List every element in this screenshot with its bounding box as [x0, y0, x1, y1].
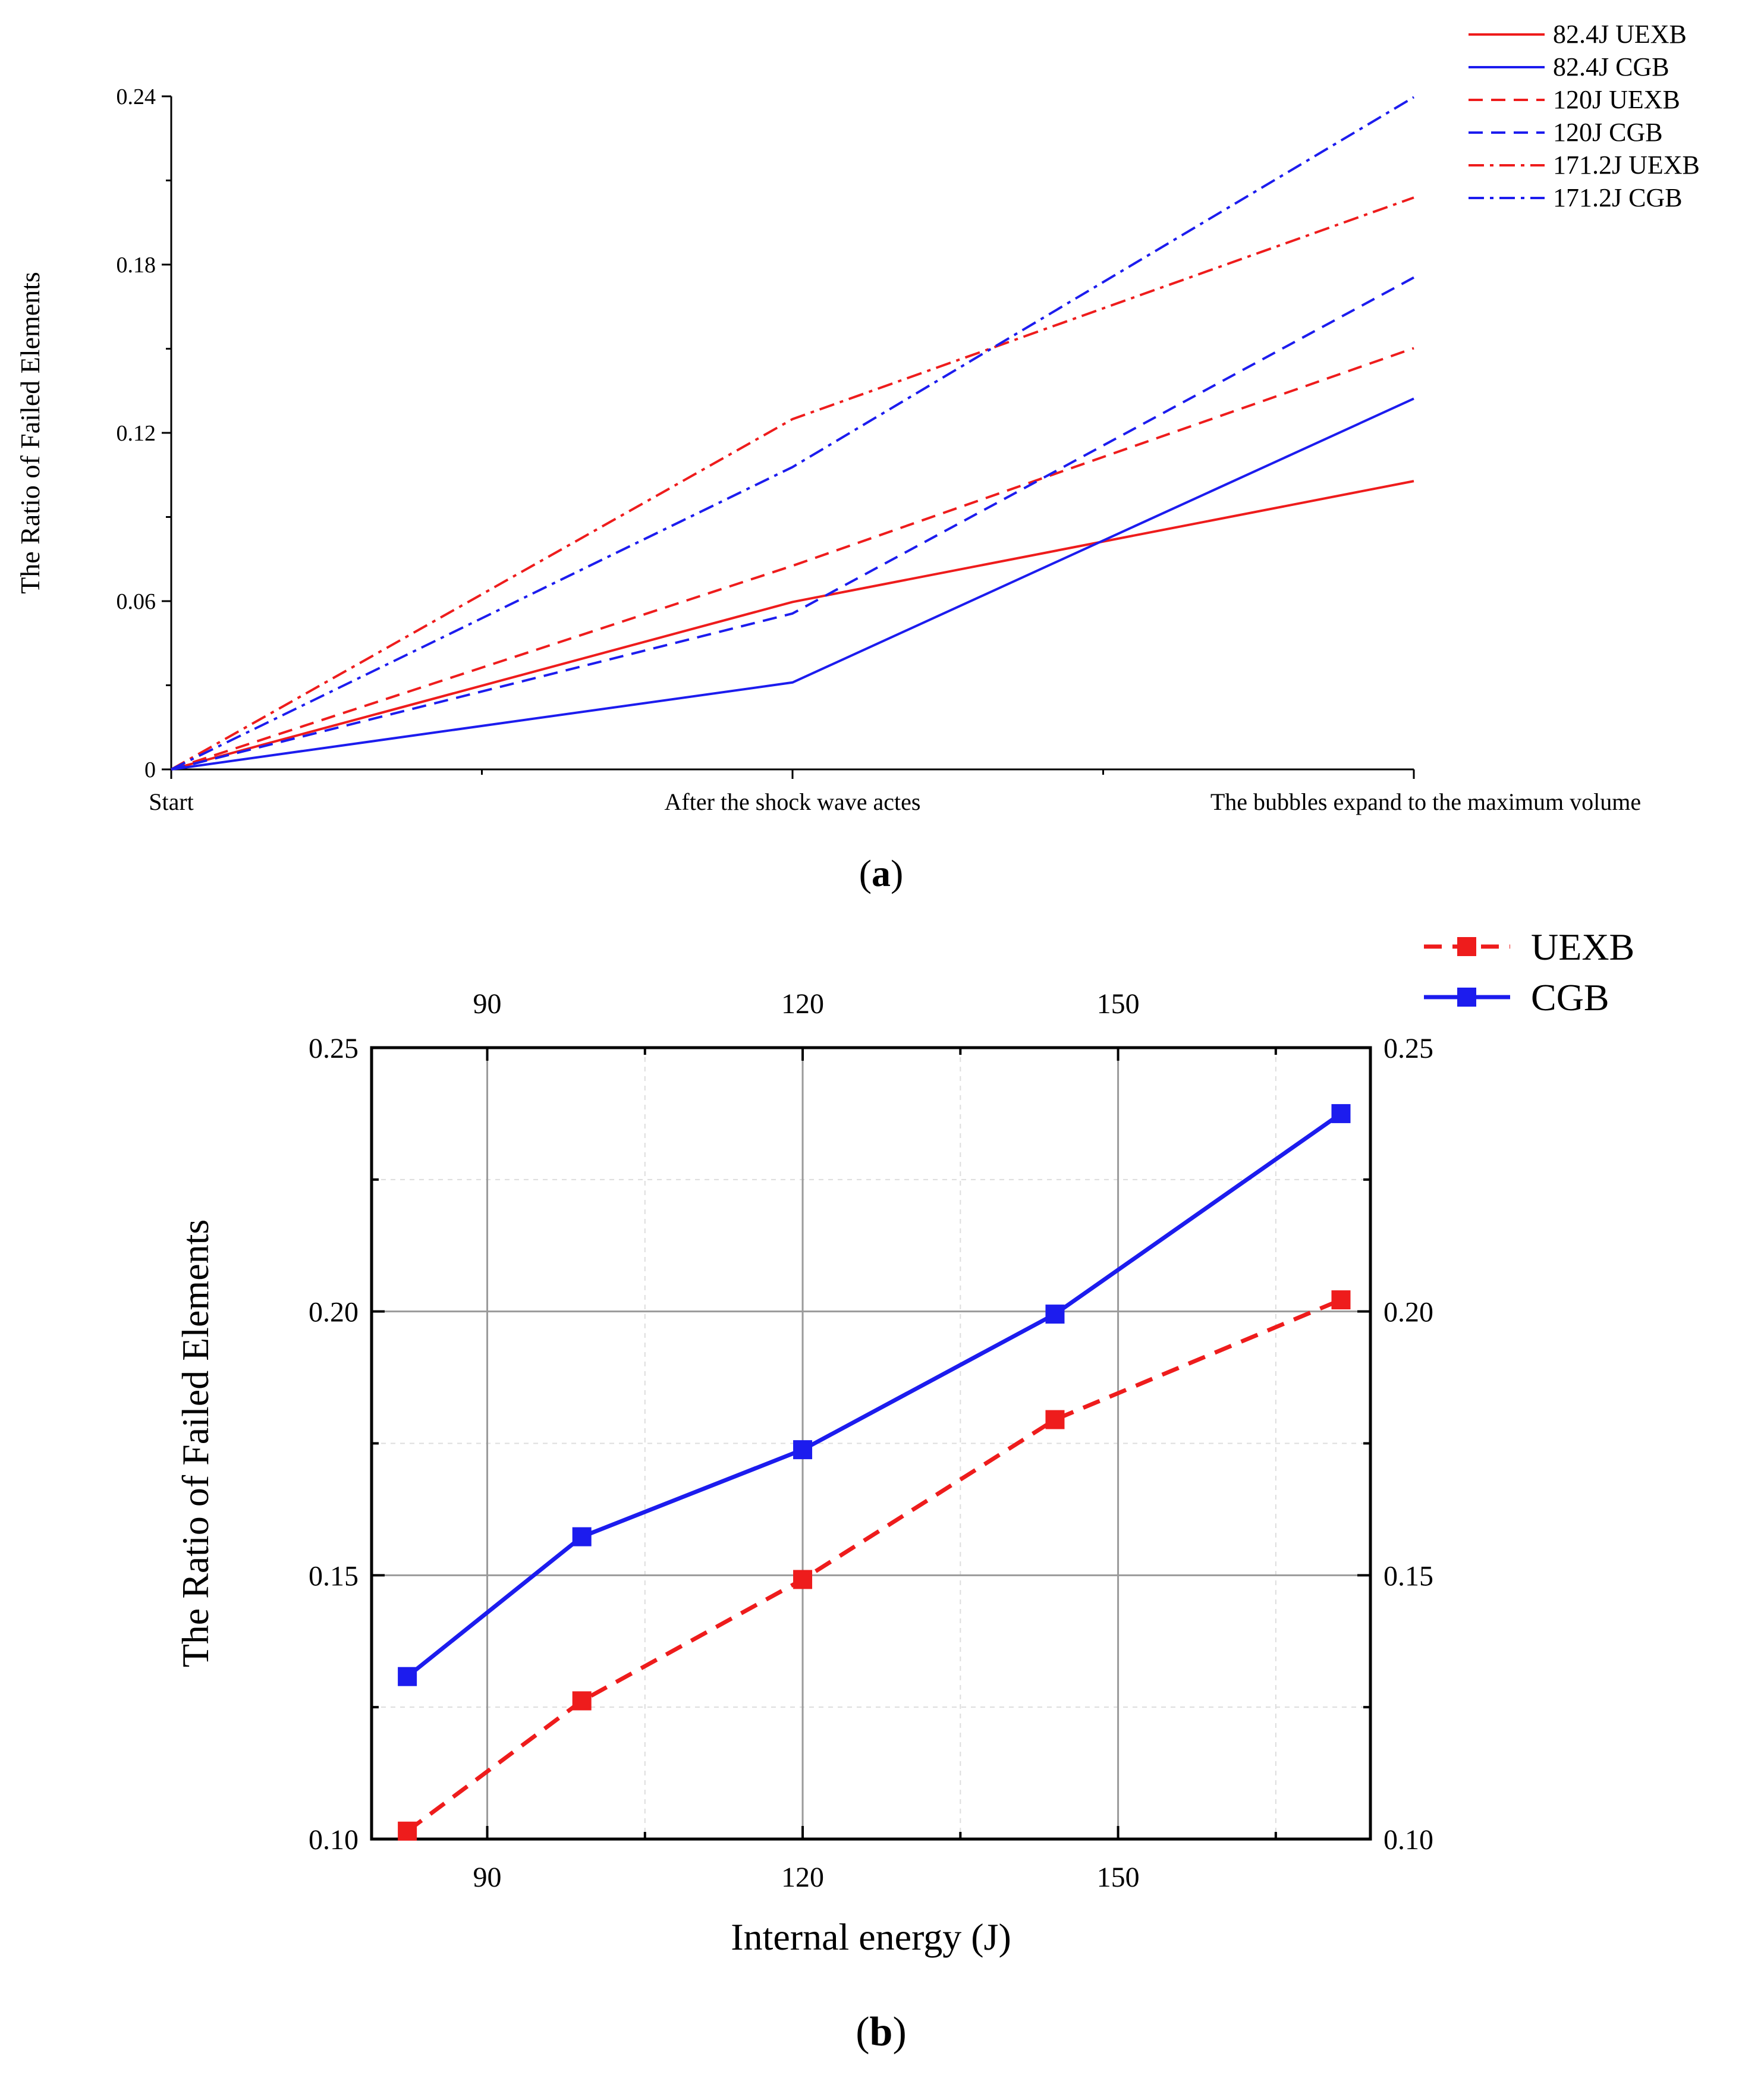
panel-label-letter: b [870, 2009, 893, 2055]
y-tick-label: 0 [144, 758, 156, 782]
panel-label-close: ) [891, 852, 903, 894]
x-tick-label-top: 90 [473, 988, 502, 1020]
series-line [171, 397, 1414, 771]
panel-label-open: ( [859, 852, 872, 894]
legend-label: 171.2J UEXB [1553, 150, 1700, 180]
panel-label-close: ) [892, 2009, 906, 2055]
series-line [171, 347, 1414, 771]
data-point-marker [572, 1691, 592, 1711]
legend-label: CGB [1531, 976, 1609, 1019]
x-tick-label-bottom: 120 [781, 1862, 824, 1893]
x-tick-label-top: 120 [781, 988, 824, 1020]
data-point-marker [1331, 1290, 1351, 1310]
y-tick-label: 0.24 [117, 84, 156, 109]
x-tick-label-bottom: 90 [473, 1862, 502, 1893]
y-tick-label-left: 0.25 [309, 1033, 359, 1064]
x-tick-label: After the shock wave actes [665, 788, 921, 815]
data-point-marker [398, 1667, 417, 1686]
panel-a: 0 0.06 0.12 0.18 0.24 Start After the shock wa… [15, 20, 1700, 894]
series-line [171, 480, 1414, 771]
series-line [405, 1112, 1342, 1679]
series-line [171, 276, 1414, 771]
x-tick-label: Start [149, 788, 194, 815]
data-point-marker [1331, 1104, 1351, 1123]
legend-label: 171.2J CGB [1553, 183, 1683, 212]
panel-label-letter: a [872, 852, 891, 894]
data-point-marker [572, 1527, 592, 1547]
series-line [171, 96, 1415, 771]
y-axis-label: The Ratio of Failed Elements [15, 272, 45, 594]
y-tick-label-left: 0.15 [309, 1560, 359, 1592]
legend-label: 120J UEXB [1553, 85, 1680, 114]
series-line [171, 196, 1414, 771]
y-tick-label: 0.18 [117, 253, 156, 278]
legend-label: 82.4J UEXB [1553, 20, 1687, 49]
y-tick-label-left: 0.10 [309, 1824, 359, 1856]
panel-label: (a) [859, 852, 904, 894]
panel-b: 90 90 120 120 150 150 0.10 0.10 0.15 0.15 0.20 0.20… [174, 926, 1634, 2055]
y-tick-label-right: 0.15 [1383, 1560, 1433, 1592]
y-tick-label-left: 0.20 [309, 1297, 359, 1328]
data-point-marker [793, 1440, 813, 1460]
legend-label: 82.4J CGB [1553, 52, 1669, 81]
data-point-marker [793, 1570, 813, 1589]
x-tick-label-bottom: 150 [1097, 1862, 1140, 1893]
x-tick-label-top: 150 [1097, 988, 1140, 1020]
data-point-marker [1045, 1305, 1065, 1324]
y-tick-label: 0.06 [117, 589, 156, 614]
legend-marker [1457, 937, 1476, 956]
panel-label-open: ( [856, 2009, 869, 2055]
data-point-marker [398, 1821, 417, 1841]
data-point-marker [1045, 1410, 1065, 1429]
x-axis-label: Internal energy (J) [731, 1916, 1011, 1958]
legend-marker [1457, 988, 1476, 1007]
y-tick-label-right: 0.25 [1383, 1033, 1433, 1064]
y-axis-label: The Ratio of Failed Elements [174, 1219, 216, 1668]
y-tick-label: 0.12 [117, 421, 156, 446]
y-tick-label-right: 0.10 [1383, 1824, 1433, 1856]
legend-label: UEXB [1531, 926, 1634, 968]
y-tick-label-right: 0.20 [1383, 1297, 1433, 1328]
x-tick-label: The bubbles expand to the maximum volume [1210, 788, 1641, 815]
legend-label: 120J CGB [1553, 118, 1663, 147]
panel-label: (b) [856, 2009, 907, 2055]
